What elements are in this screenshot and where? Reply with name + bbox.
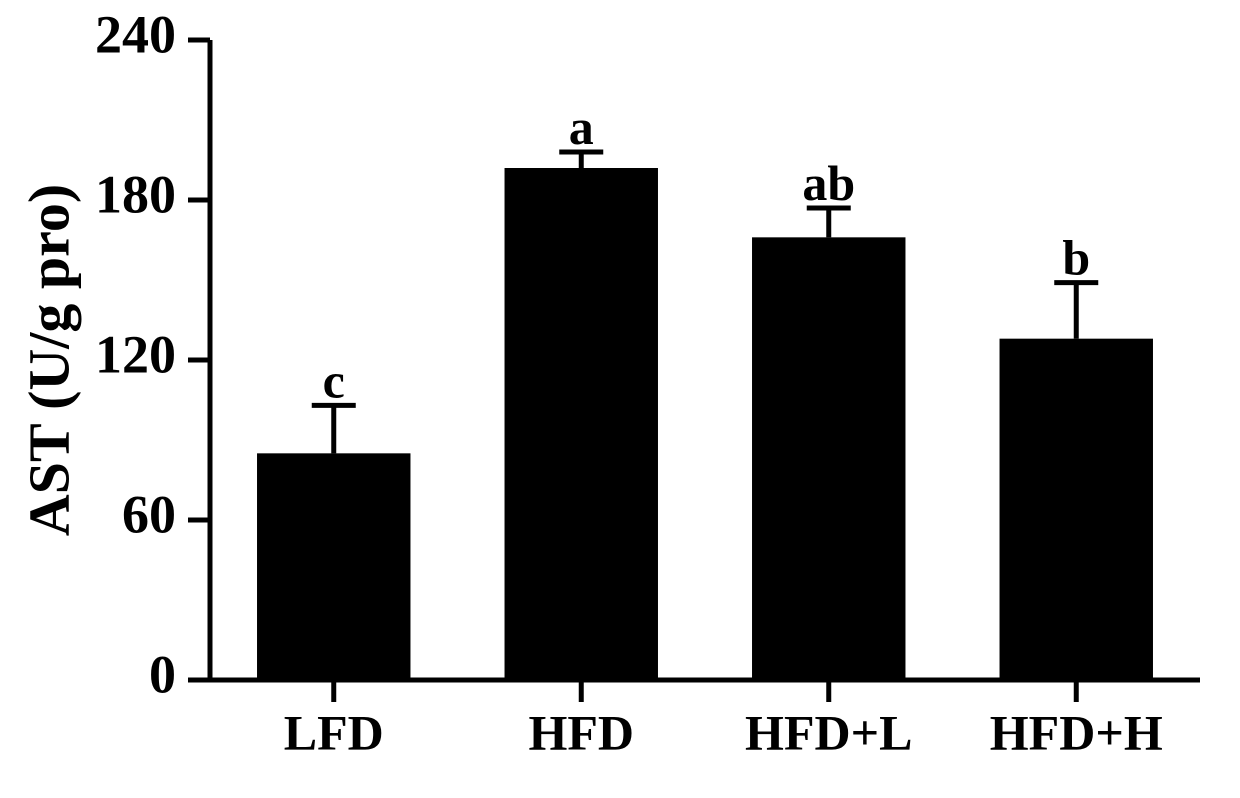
y-tick-label: 60 <box>122 484 176 544</box>
bar <box>752 237 905 680</box>
significance-label: ab <box>802 155 855 211</box>
bar <box>257 453 410 680</box>
x-tick-label: LFD <box>284 705 384 761</box>
y-tick-label: 120 <box>95 324 176 384</box>
significance-label: c <box>323 352 345 408</box>
bar <box>1000 339 1153 680</box>
significance-label: b <box>1062 230 1090 286</box>
y-tick-label: 240 <box>95 4 176 64</box>
significance-label: a <box>569 99 594 155</box>
chart-svg: 0 60 120 180 240 AST (U/g pro) LFD c HFD a HFD+L ab… <box>0 0 1240 798</box>
x-tick-label: HFD+L <box>745 705 912 761</box>
x-tick-label: HFD <box>528 705 634 761</box>
y-tick-label: 0 <box>149 644 176 704</box>
ast-bar-chart: 0 60 120 180 240 AST (U/g pro) LFD c HFD a HFD+L ab… <box>0 0 1240 798</box>
y-axis-label: AST (U/g pro) <box>16 184 81 536</box>
x-tick-label: HFD+H <box>990 705 1163 761</box>
y-tick-label: 180 <box>95 164 176 224</box>
bar <box>505 168 658 680</box>
